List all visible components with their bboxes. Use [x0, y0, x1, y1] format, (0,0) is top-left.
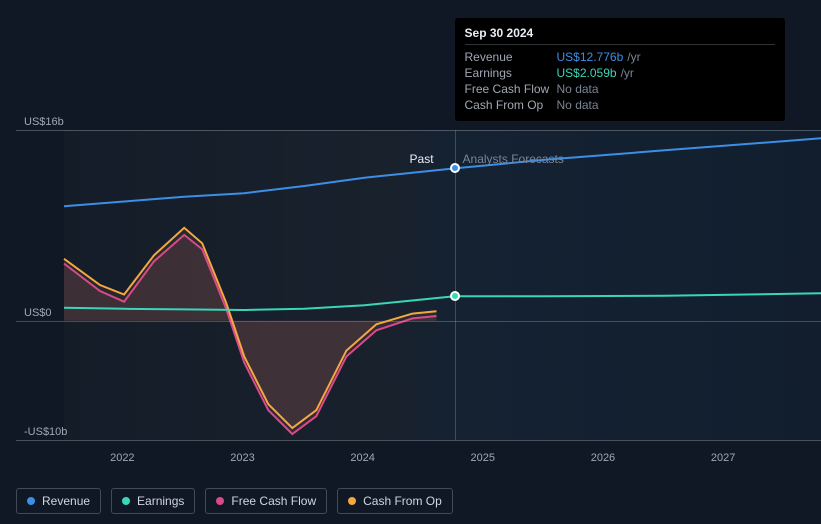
tooltip-row-suffix: /yr — [627, 50, 640, 64]
legend-dot-icon — [27, 497, 35, 505]
legend-item-earnings[interactable]: Earnings — [111, 488, 195, 514]
tooltip-date: Sep 30 2024 — [465, 26, 775, 40]
financials-forecast-chart: US$16b US$0 -US$10b Past Analysts Forecasts 2… — [16, 0, 806, 470]
x-axis-label: 2026 — [591, 452, 615, 464]
x-axis-label: 2025 — [471, 452, 495, 464]
legend-label: Free Cash Flow — [231, 494, 316, 508]
x-axis-label: 2027 — [711, 452, 735, 464]
tooltip-row-label: Earnings — [465, 66, 557, 80]
past-forecast-divider — [455, 130, 456, 440]
y-gridline — [16, 130, 821, 131]
y-gridline — [16, 321, 821, 322]
x-axis-label: 2023 — [230, 452, 254, 464]
legend-item-cash_from_op[interactable]: Cash From Op — [337, 488, 453, 514]
tooltip-row-value: No data — [557, 98, 599, 112]
x-axis-label: 2022 — [110, 452, 134, 464]
tooltip-row-label: Free Cash Flow — [465, 82, 557, 96]
legend-dot-icon — [122, 497, 130, 505]
chart-tooltip: Sep 30 2024RevenueUS$12.776b/yrEarningsU… — [455, 18, 785, 121]
revenue-marker — [450, 163, 460, 173]
x-axis-label: 2024 — [350, 452, 374, 464]
legend-item-revenue[interactable]: Revenue — [16, 488, 101, 514]
tooltip-row-value: US$12.776b — [557, 50, 624, 64]
y-axis-label: US$0 — [24, 307, 52, 319]
chart-legend: Revenue Earnings Free Cash Flow Cash From O… — [16, 488, 453, 514]
tooltip-row: Cash From OpNo data — [465, 97, 775, 113]
legend-dot-icon — [216, 497, 224, 505]
legend-item-free_cash_flow[interactable]: Free Cash Flow — [205, 488, 327, 514]
legend-label: Earnings — [137, 494, 184, 508]
earnings-marker — [450, 291, 460, 301]
y-axis-label: -US$10b — [24, 426, 67, 438]
tooltip-row-value: No data — [557, 82, 599, 96]
tooltip-row-value: US$2.059b — [557, 66, 617, 80]
tooltip-row-label: Cash From Op — [465, 98, 557, 112]
tooltip-divider — [465, 44, 775, 45]
legend-label: Revenue — [42, 494, 90, 508]
legend-label: Cash From Op — [363, 494, 442, 508]
forecast-label: Analysts Forecasts — [463, 152, 564, 166]
legend-dot-icon — [348, 497, 356, 505]
tooltip-row: EarningsUS$2.059b/yr — [465, 65, 775, 81]
tooltip-row: RevenueUS$12.776b/yr — [465, 49, 775, 65]
revenue-line — [64, 138, 821, 206]
y-axis-label: US$16b — [24, 116, 64, 128]
past-label: Past — [410, 152, 434, 166]
y-gridline — [16, 440, 821, 441]
tooltip-row-label: Revenue — [465, 50, 557, 64]
tooltip-row-suffix: /yr — [621, 66, 634, 80]
tooltip-row: Free Cash FlowNo data — [465, 81, 775, 97]
